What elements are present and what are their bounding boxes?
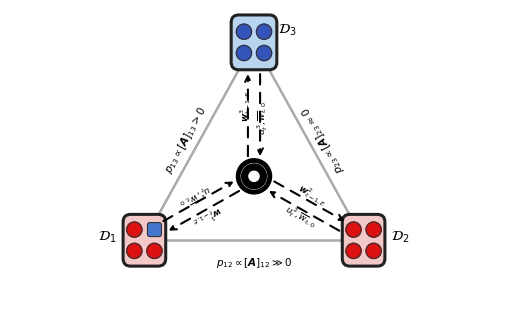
Text: $\boldsymbol{w}^1_{t-1,E}$: $\boldsymbol{w}^1_{t-1,E}$ <box>189 202 225 231</box>
Circle shape <box>236 24 251 39</box>
Circle shape <box>147 243 162 259</box>
Text: $u^3_t, \overline{w}_{t,0}$: $u^3_t, \overline{w}_{t,0}$ <box>255 101 270 135</box>
Text: $\mathcal{D}_3$: $\mathcal{D}_3$ <box>278 23 297 38</box>
Text: $p_{13} \propto [\boldsymbol{A}]_{13} > 0$: $p_{13} \propto [\boldsymbol{A}]_{13} > … <box>162 104 209 175</box>
FancyBboxPatch shape <box>342 215 385 266</box>
FancyBboxPatch shape <box>123 215 166 266</box>
Text: $p_{12} \propto [\boldsymbol{A}]_{12} \gg 0$: $p_{12} \propto [\boldsymbol{A}]_{12} \g… <box>216 256 292 270</box>
Circle shape <box>257 45 272 61</box>
Circle shape <box>238 161 270 192</box>
Text: $\boldsymbol{w}^2_{t-1,E}$: $\boldsymbol{w}^2_{t-1,E}$ <box>295 181 330 210</box>
Text: $u^2_t, \overline{w}_{t,0}$: $u^2_t, \overline{w}_{t,0}$ <box>282 202 319 232</box>
Text: $\mathcal{D}_1$: $\mathcal{D}_1$ <box>99 229 117 245</box>
Circle shape <box>346 222 361 237</box>
Circle shape <box>249 171 259 181</box>
Text: $p_{23} \propto [\boldsymbol{A}]_{23} \approx 0$: $p_{23} \propto [\boldsymbol{A}]_{23} \a… <box>299 104 346 175</box>
Circle shape <box>366 243 382 259</box>
Text: $u^1_t, \overline{w}_{t,0}$: $u^1_t, \overline{w}_{t,0}$ <box>177 181 213 210</box>
FancyBboxPatch shape <box>147 223 162 237</box>
Circle shape <box>236 45 251 61</box>
Circle shape <box>242 164 266 189</box>
Circle shape <box>126 222 142 237</box>
Circle shape <box>366 222 382 237</box>
FancyBboxPatch shape <box>231 15 277 70</box>
Circle shape <box>346 243 361 259</box>
Text: $\mathcal{D}_2$: $\mathcal{D}_2$ <box>391 229 409 245</box>
Circle shape <box>126 243 142 259</box>
Text: $\boldsymbol{w}^3_{t-1,E}$: $\boldsymbol{w}^3_{t-1,E}$ <box>238 90 253 122</box>
Circle shape <box>257 24 272 39</box>
